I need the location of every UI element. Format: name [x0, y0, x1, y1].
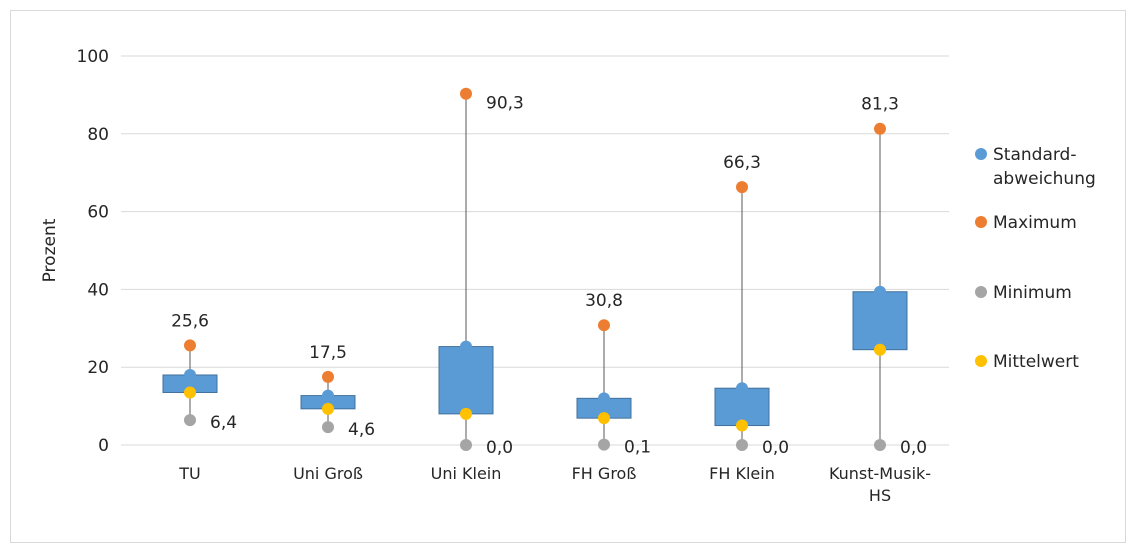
chart-area: 0 20 40 60 80 100 Prozent 25,6 6,4 TU 17,5 4,6 Uni G…	[10, 10, 1126, 543]
category-label: TU	[178, 464, 200, 483]
maximum-label: 66,3	[723, 153, 761, 173]
std-dev-point	[322, 389, 334, 402]
std-dev-point	[736, 382, 748, 395]
y-tick-label: 60	[87, 203, 109, 223]
category-label: Kunst-Musik-	[829, 464, 931, 483]
maximum-point	[598, 319, 610, 332]
legend-marker	[975, 216, 987, 228]
minimum-label: 4,6	[348, 420, 375, 440]
y-tick-label: 40	[87, 280, 109, 300]
box-rect	[852, 291, 908, 351]
mean-point	[460, 407, 472, 420]
category-label: FH Klein	[709, 464, 775, 483]
chart-svg: 0 20 40 60 80 100 Prozent 25,6 6,4 TU 17,5 4,6 Uni G…	[40, 47, 1096, 505]
legend-label: Maximum	[993, 213, 1077, 233]
legend-label: Mittelwert	[993, 352, 1079, 372]
category-label: Uni Klein	[431, 464, 502, 483]
maximum-point	[874, 122, 886, 135]
legend-marker	[975, 148, 987, 160]
minimum-label: 0,0	[762, 438, 789, 458]
legend-label: abweichung	[993, 169, 1096, 189]
minimum-label: 0,0	[486, 438, 513, 458]
box-rect	[438, 346, 494, 415]
minimum-point	[460, 439, 472, 451]
minimum-point	[874, 439, 886, 451]
std-dev-point	[874, 285, 886, 298]
minimum-point	[598, 438, 610, 451]
maximum-point	[322, 370, 334, 383]
y-tick-label: 0	[98, 436, 109, 456]
maximum-label: 90,3	[486, 94, 524, 114]
category-label: FH Groß	[572, 464, 637, 483]
legend-label: Minimum	[993, 283, 1072, 303]
box-rect	[714, 387, 770, 427]
minimum-label: 6,4	[210, 413, 237, 433]
minimum-point	[736, 439, 748, 451]
y-tick-label: 20	[87, 358, 109, 378]
maximum-point	[736, 181, 748, 194]
minimum-point	[322, 421, 334, 434]
maximum-label: 17,5	[309, 343, 347, 363]
maximum-point	[184, 339, 196, 352]
category-label: HS	[869, 486, 891, 505]
minimum-label: 0,0	[900, 438, 927, 458]
y-tick-label: 80	[87, 125, 109, 145]
std-dev-point	[184, 368, 196, 381]
std-dev-point	[598, 392, 610, 405]
maximum-label: 81,3	[861, 95, 899, 115]
mean-point	[184, 386, 196, 399]
std-dev-point	[460, 340, 472, 353]
mean-point	[736, 419, 748, 432]
mean-point	[598, 412, 610, 425]
legend-marker	[975, 355, 987, 367]
y-axis-title: Prozent	[40, 218, 60, 282]
mean-point	[322, 402, 334, 415]
category-label: Uni Groß	[293, 464, 363, 483]
minimum-point	[184, 414, 196, 427]
maximum-point	[460, 87, 472, 100]
mean-point	[874, 343, 886, 356]
maximum-label: 25,6	[171, 311, 209, 331]
y-tick-label: 100	[77, 47, 109, 67]
maximum-label: 30,8	[585, 291, 623, 311]
legend-marker	[975, 286, 987, 298]
minimum-label: 0,1	[624, 438, 651, 458]
legend-label: Standard-	[993, 145, 1076, 165]
